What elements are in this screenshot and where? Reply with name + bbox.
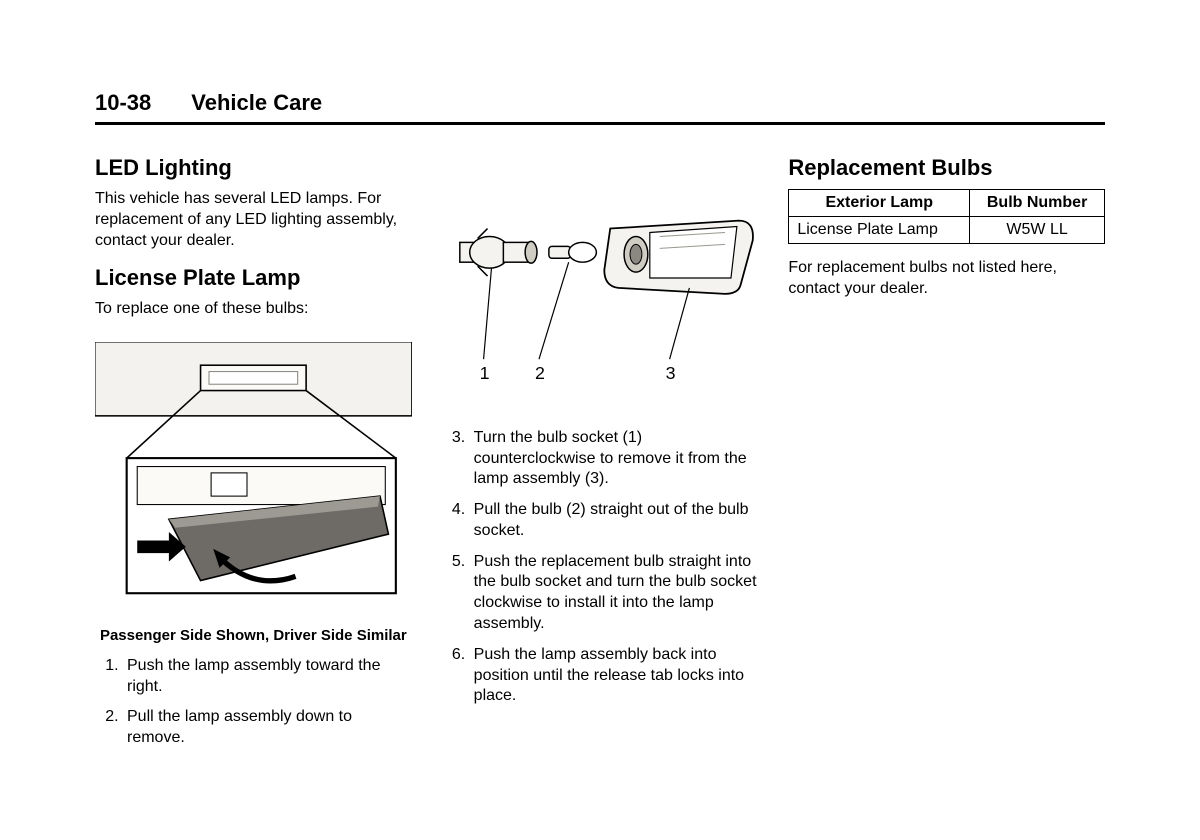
- chapter-title: Vehicle Care: [191, 90, 322, 116]
- heading-led-lighting: LED Lighting: [95, 155, 412, 181]
- step-1: Push the lamp assembly toward the right.: [123, 656, 412, 698]
- step-5: Push the replacement bulb straight into …: [470, 552, 759, 635]
- heading-replacement-bulbs: Replacement Bulbs: [788, 155, 1105, 181]
- th-bulb-number: Bulb Number: [970, 190, 1105, 217]
- page-header: 10-38 Vehicle Care: [95, 90, 1105, 125]
- bulb-table: Exterior Lamp Bulb Number License Plate …: [788, 189, 1105, 244]
- paragraph-bulb-note: For replacement bulbs not listed here, c…: [788, 258, 1105, 300]
- figure-1-caption: Passenger Side Shown, Driver Side Simila…: [95, 627, 412, 646]
- figure-lamp-location: [95, 342, 412, 606]
- column-1: LED Lighting This vehicle has several LE…: [95, 155, 412, 759]
- callout-2: 2: [535, 363, 545, 383]
- steps-list-b: Turn the bulb socket (1) counterclockwis…: [442, 428, 759, 708]
- step-3: Turn the bulb socket (1) counterclockwis…: [470, 428, 759, 490]
- figure-bulb-assembly: 1 2 3: [442, 185, 759, 403]
- paragraph-lpl-intro: To replace one of these bulbs:: [95, 299, 412, 320]
- callout-1: 1: [479, 363, 489, 383]
- table-header-row: Exterior Lamp Bulb Number: [789, 190, 1105, 217]
- td-lamp-name: License Plate Lamp: [789, 217, 970, 244]
- column-3: Replacement Bulbs Exterior Lamp Bulb Num…: [788, 155, 1105, 759]
- table-row: License Plate Lamp W5W LL: [789, 217, 1105, 244]
- td-bulb-number: W5W LL: [970, 217, 1105, 244]
- page-number: 10-38: [95, 90, 151, 116]
- step-2: Pull the lamp assembly down to remove.: [123, 707, 412, 749]
- content-columns: LED Lighting This vehicle has several LE…: [95, 155, 1105, 759]
- steps-list-a: Push the lamp assembly toward the right.…: [95, 656, 412, 749]
- callout-3: 3: [665, 363, 675, 383]
- column-2: 1 2 3 Turn the bulb socket (1) countercl…: [442, 155, 759, 759]
- paragraph-led: This vehicle has several LED lamps. For …: [95, 189, 412, 251]
- step-6: Push the lamp assembly back into positio…: [470, 645, 759, 707]
- step-4: Pull the bulb (2) straight out of the bu…: [470, 500, 759, 542]
- heading-license-plate-lamp: License Plate Lamp: [95, 265, 412, 291]
- th-exterior-lamp: Exterior Lamp: [789, 190, 970, 217]
